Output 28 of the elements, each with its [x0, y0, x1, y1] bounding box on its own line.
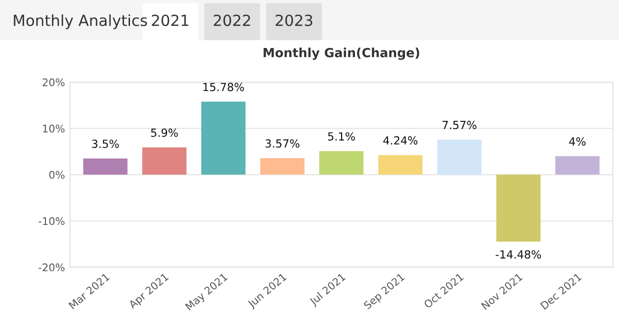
bar [437, 140, 482, 175]
bar [83, 158, 128, 175]
chart-title: Monthly Gain(Change) [264, 48, 420, 60]
text: 2021 [152, 14, 188, 26]
text: Monthly Analytics [14, 14, 148, 30]
bar [555, 156, 600, 175]
data-label: -14.48% [496, 250, 541, 259]
data-label: 3.5% [92, 140, 119, 148]
bar [496, 174, 541, 242]
text: 2023 [276, 14, 312, 26]
data-label: 15.78% [203, 82, 244, 92]
bar [260, 158, 304, 175]
data-label: 7.57% [442, 120, 476, 130]
y-tick-label: 10% [43, 124, 65, 133]
data-label: 4.24% [383, 136, 418, 145]
bar [201, 102, 246, 175]
y-tick-label: 20% [42, 78, 65, 86]
y-tick-label: 0% [49, 170, 65, 179]
y-tick-label: -20% [38, 263, 65, 272]
bar [319, 151, 364, 175]
data-label: 3.57% [266, 139, 300, 148]
text: 2022 [214, 14, 250, 26]
y-tick-label: -10% [38, 217, 65, 226]
data-label: 5.9% [151, 128, 178, 137]
bar [142, 147, 186, 175]
bar [378, 155, 423, 175]
data-label: 4% [569, 137, 586, 146]
data-label: 5.1% [328, 132, 355, 141]
